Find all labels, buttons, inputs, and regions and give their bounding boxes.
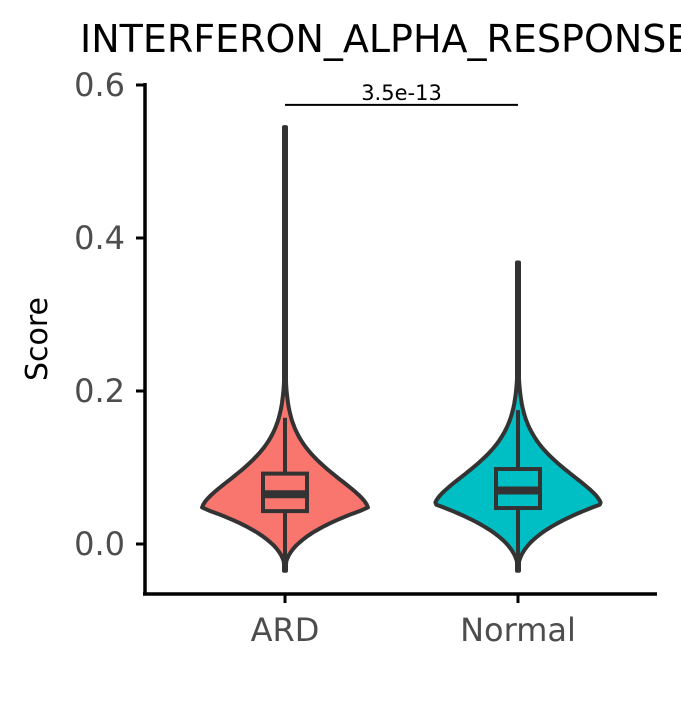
x-tick-label-normal: Normal	[460, 611, 576, 649]
y-tick-label: 0.6	[74, 66, 125, 104]
y-tick-label: 0.2	[74, 372, 125, 410]
y-tick-label: 0.4	[74, 219, 125, 257]
y-tick-label: 0.0	[74, 525, 125, 563]
chart-title: INTERFERON_ALPHA_RESPONSE	[80, 17, 681, 61]
y-axis-title: Score	[20, 297, 55, 381]
x-tick-label-ard: ARD	[251, 611, 320, 649]
p-value-label: 3.5e-13	[361, 81, 442, 105]
violin-ard	[200, 125, 370, 573]
